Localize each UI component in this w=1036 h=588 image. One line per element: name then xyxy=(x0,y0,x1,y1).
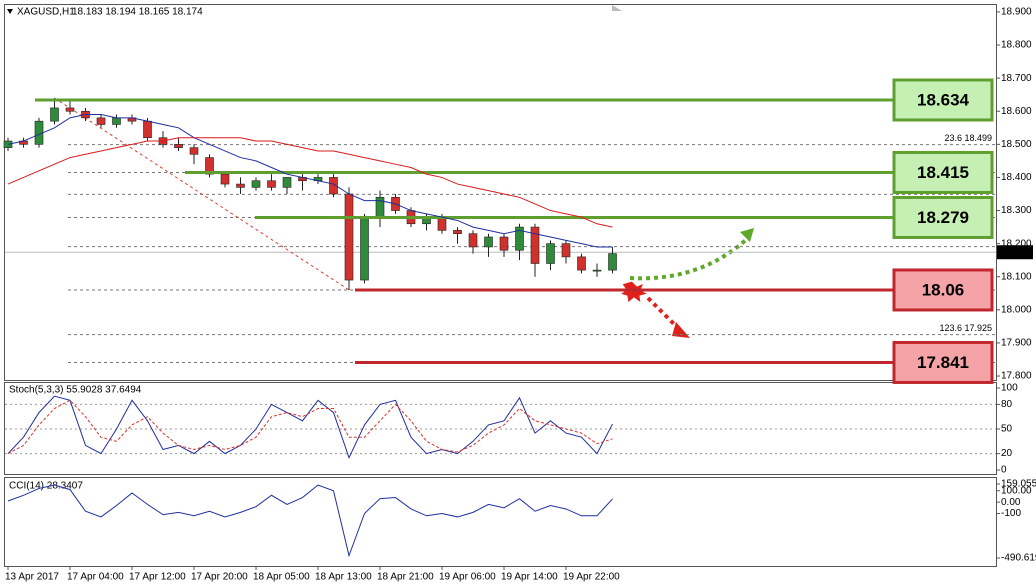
candle-body xyxy=(251,180,261,188)
indicator-line xyxy=(7,137,613,228)
candle-body xyxy=(112,117,121,125)
candle-body xyxy=(220,173,230,185)
candle-body xyxy=(484,236,493,248)
candle-body xyxy=(360,216,369,281)
bullish-arrow-head xyxy=(740,228,754,242)
symbol-title: XAGUSD,H1 xyxy=(17,7,75,18)
level-label: 18.634 xyxy=(917,90,970,109)
candle-body xyxy=(608,253,617,271)
x-tick-label: 17 Apr 20:00 xyxy=(191,572,248,583)
level-box xyxy=(892,78,994,122)
y-tick-label: 50 xyxy=(1001,424,1013,435)
bearish-arrow-head xyxy=(672,322,690,338)
candle-body xyxy=(205,157,214,175)
x-tick-label: 13 Apr 2017 xyxy=(5,572,59,583)
y-tick-label: 18.800 xyxy=(1001,40,1032,51)
y-tick-label: 0.00 xyxy=(1001,497,1021,508)
y-tick-label: 18.500 xyxy=(1001,139,1032,150)
candle-body xyxy=(530,226,540,264)
symbol-menu-icon[interactable] xyxy=(7,9,13,14)
fib-annotation: 123.6 17.925 xyxy=(939,323,992,333)
candle-body xyxy=(468,233,478,248)
candle-body xyxy=(189,147,199,155)
candle-body xyxy=(453,230,462,235)
y-tick-label: 100.00 xyxy=(1001,485,1032,496)
x-tick-label: 19 Apr 06:00 xyxy=(439,572,496,583)
x-tick-label: 19 Apr 14:00 xyxy=(501,572,558,583)
y-tick-label: 18.900 xyxy=(1001,7,1032,18)
y-tick-label: 18.100 xyxy=(1001,271,1032,282)
x-tick-label: 18 Apr 13:00 xyxy=(315,572,372,583)
trend-line xyxy=(54,97,350,291)
candle-body xyxy=(96,117,106,125)
y-tick-label: 17.900 xyxy=(1001,338,1032,349)
level-label: 18.415 xyxy=(917,163,969,182)
indicator-line xyxy=(7,114,613,248)
candle-body xyxy=(3,140,13,148)
candle-body xyxy=(515,226,524,251)
bullish-arrow xyxy=(629,236,750,281)
level-label: 18.279 xyxy=(917,208,969,227)
y-tick-label: 18.400 xyxy=(1001,172,1032,183)
stoch-title: Stoch(5,3,3) 55.9028 37.6494 xyxy=(9,385,142,396)
y-tick-label: 18.600 xyxy=(1001,106,1032,117)
last-price-label: 18.174 xyxy=(1001,247,1032,258)
level-box xyxy=(892,150,994,194)
candle-body xyxy=(437,216,447,231)
x-tick-label: 18 Apr 21:00 xyxy=(377,572,434,583)
y-tick-label: 18.200 xyxy=(1001,238,1032,249)
y-tick-label: -100 xyxy=(1001,508,1021,519)
y-tick-label: 18.700 xyxy=(1001,73,1032,84)
y-tick-label: 20 xyxy=(1001,448,1013,459)
shift-marker xyxy=(612,5,622,11)
candle-body xyxy=(546,243,555,264)
y-tick-label: 17.800 xyxy=(1001,371,1032,382)
cci-panel xyxy=(4,477,997,567)
candle-body xyxy=(282,177,292,188)
level-label: 17.841 xyxy=(917,353,969,372)
y-tick-label: -490.619 xyxy=(1001,553,1036,564)
y-tick-label: 18.000 xyxy=(1001,304,1032,315)
y-tick-label: 100 xyxy=(1001,383,1018,394)
level-label: 18.06 xyxy=(922,280,965,299)
candle-body xyxy=(592,269,602,272)
indicator-line xyxy=(7,484,613,558)
y-tick-label: 80 xyxy=(1001,399,1013,410)
indicator-line xyxy=(7,395,613,460)
y-tick-label: 18.300 xyxy=(1001,205,1032,216)
x-tick-label: 17 Apr 04:00 xyxy=(67,572,124,583)
candle-body xyxy=(344,193,354,281)
candle-body xyxy=(329,177,338,195)
candle-body xyxy=(499,236,509,251)
level-box xyxy=(892,340,994,384)
level-box xyxy=(892,268,994,312)
candle-body xyxy=(174,144,183,148)
x-tick-label: 17 Apr 12:00 xyxy=(129,572,186,583)
last-price-box xyxy=(997,245,1033,260)
cci-title: CCI(14) 28.3407 xyxy=(9,481,83,492)
price-panel xyxy=(4,4,997,381)
y-tick-label: 0 xyxy=(1001,465,1007,476)
candle-body xyxy=(561,243,571,258)
candle-body xyxy=(267,180,276,188)
level-box xyxy=(892,195,994,239)
candle-body xyxy=(236,183,245,188)
candle-body xyxy=(577,256,586,271)
indicator-line xyxy=(7,399,613,455)
ohlc-label: 18.183 18.194 18.165 18.174 xyxy=(72,7,203,18)
y-tick-label: 159.0557 xyxy=(1001,479,1036,490)
x-tick-label: 19 Apr 22:00 xyxy=(563,572,620,583)
candle-body xyxy=(143,120,152,139)
fib-annotation: 23.6 18.499 xyxy=(944,133,992,143)
candle-body xyxy=(50,107,59,122)
x-tick-label: 18 Apr 05:00 xyxy=(253,572,310,583)
candle-body xyxy=(65,107,75,112)
